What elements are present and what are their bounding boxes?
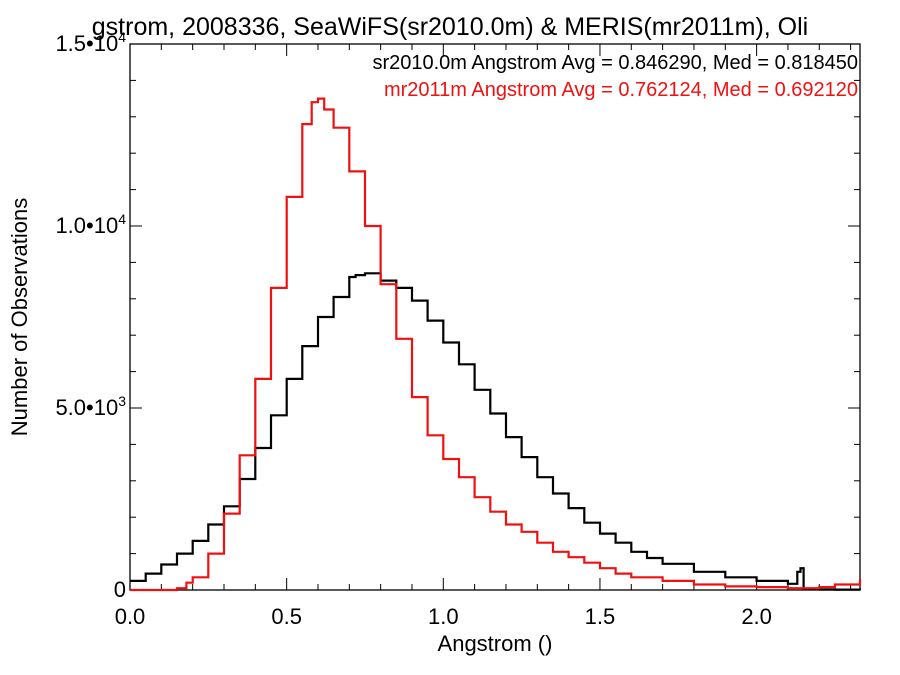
y-tick-label: 1.0•104 (55, 211, 126, 238)
x-tick-label: 1.0 (428, 604, 459, 629)
y-tick-label: 0 (114, 577, 126, 602)
y-tick-label: 5.0•103 (55, 393, 126, 420)
plot-frame (129, 43, 861, 591)
ticks-layer: 0.0 0.5 1.0 1.5 2.0 0 5.0•103 1.0•104 1.5•104 (55, 29, 860, 629)
series-line-sr2010 (130, 272, 862, 591)
x-axis-title: Angstrom () (438, 631, 553, 656)
legend: sr2010.0m Angstrom Avg = 0.846290, Med =… (372, 52, 858, 101)
x-tick-label: 2.0 (741, 604, 772, 629)
x-tick-label: 1.5 (585, 604, 616, 629)
x-tick-label: 0.5 (271, 604, 302, 629)
series-line-mr2011 (130, 97, 862, 592)
chart-title: gstrom, 2008336, SeaWiFS(sr2010.0m) & ME… (92, 13, 808, 41)
y-tick-label: 1.5•104 (55, 29, 126, 56)
x-tick-label: 0.0 (115, 604, 146, 629)
legend-entry: mr2011m Angstrom Avg = 0.762124, Med = 0… (384, 79, 858, 101)
y-axis-title: Number of Observations (7, 198, 32, 436)
series-layer (130, 97, 862, 592)
legend-entry: sr2010.0m Angstrom Avg = 0.846290, Med =… (372, 52, 858, 74)
